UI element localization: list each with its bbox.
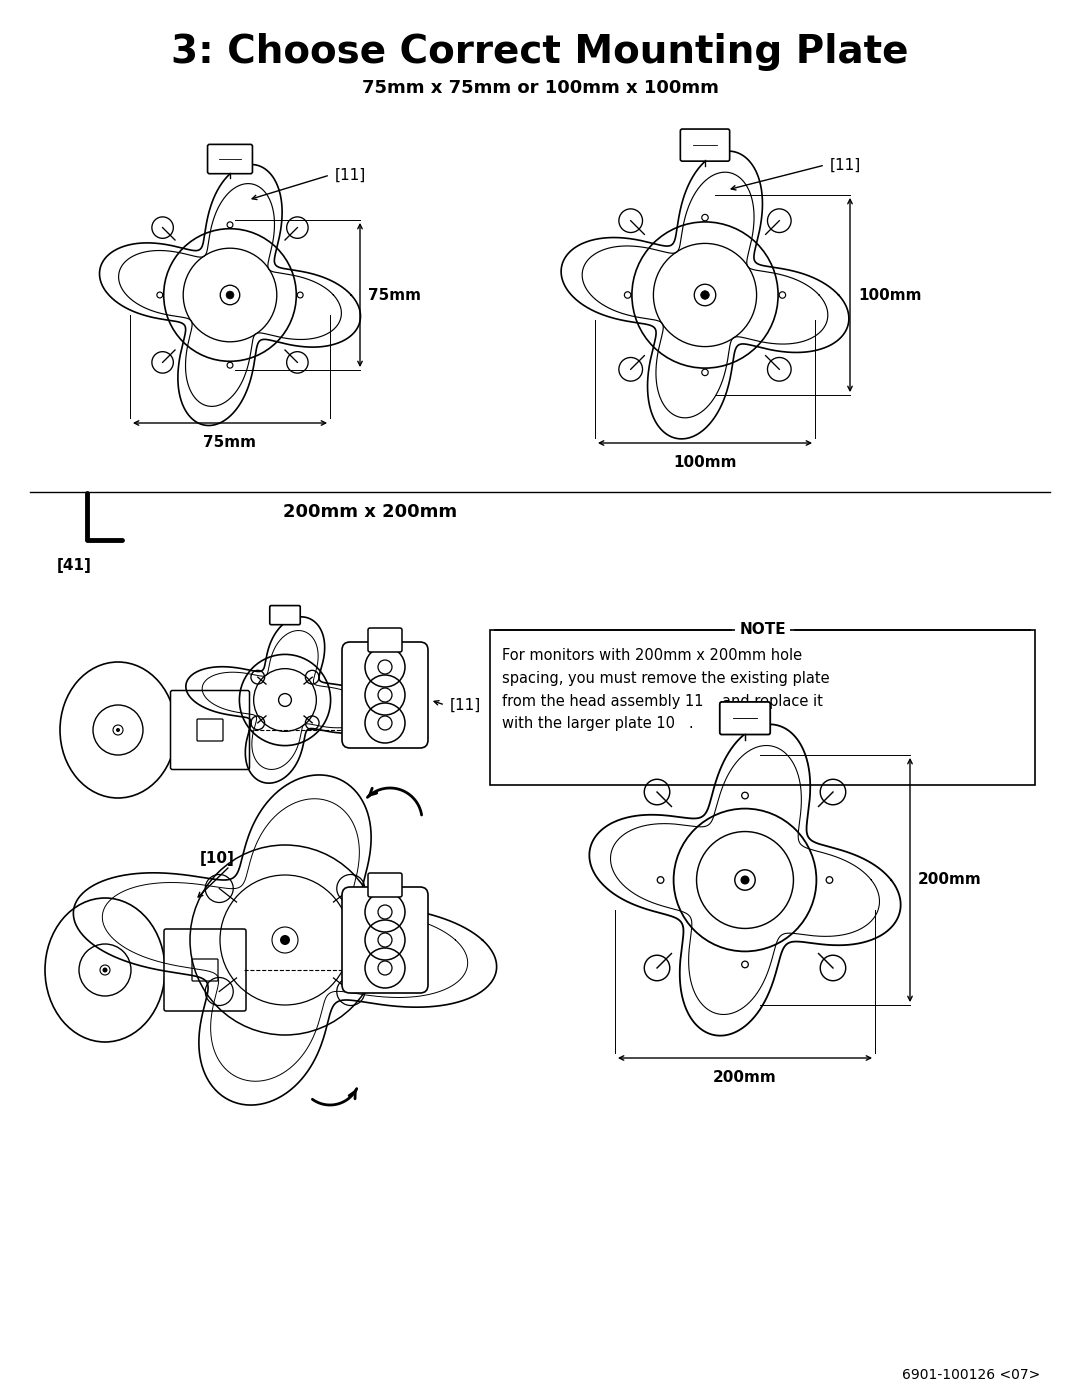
Circle shape	[741, 876, 748, 884]
Text: For monitors with 200mm x 200mm hole
spacing, you must remove the existing plate: For monitors with 200mm x 200mm hole spa…	[502, 648, 829, 732]
Text: 75mm: 75mm	[368, 288, 421, 303]
FancyBboxPatch shape	[342, 887, 428, 993]
FancyBboxPatch shape	[342, 643, 428, 747]
FancyBboxPatch shape	[207, 144, 253, 173]
Bar	[490, 630, 1035, 785]
Text: 100mm: 100mm	[673, 455, 737, 469]
Text: [11]: [11]	[335, 168, 366, 183]
Circle shape	[116, 728, 120, 732]
FancyBboxPatch shape	[171, 690, 249, 770]
Text: 100mm: 100mm	[858, 288, 921, 303]
Text: 6901-100126 <07>: 6901-100126 <07>	[902, 1368, 1040, 1382]
FancyBboxPatch shape	[680, 129, 730, 161]
Text: [10]: [10]	[200, 851, 234, 866]
Circle shape	[701, 291, 710, 299]
Text: 3: Choose Correct Mounting Plate: 3: Choose Correct Mounting Plate	[172, 34, 908, 71]
FancyBboxPatch shape	[368, 873, 402, 897]
FancyBboxPatch shape	[164, 929, 246, 1011]
Text: 200mm x 200mm: 200mm x 200mm	[283, 503, 457, 521]
Text: [41]: [41]	[57, 557, 92, 573]
Text: 75mm x 75mm or 100mm x 100mm: 75mm x 75mm or 100mm x 100mm	[362, 80, 718, 96]
FancyBboxPatch shape	[270, 605, 300, 624]
Text: NOTE: NOTE	[739, 623, 786, 637]
Text: [11]: [11]	[450, 697, 482, 712]
Text: 75mm: 75mm	[203, 434, 257, 450]
Circle shape	[103, 968, 108, 972]
Circle shape	[280, 935, 291, 944]
FancyBboxPatch shape	[368, 629, 402, 652]
Text: [11]: [11]	[831, 158, 861, 172]
Circle shape	[226, 291, 234, 299]
FancyBboxPatch shape	[719, 701, 770, 735]
Text: 200mm: 200mm	[713, 1070, 777, 1085]
Text: 200mm: 200mm	[918, 873, 982, 887]
